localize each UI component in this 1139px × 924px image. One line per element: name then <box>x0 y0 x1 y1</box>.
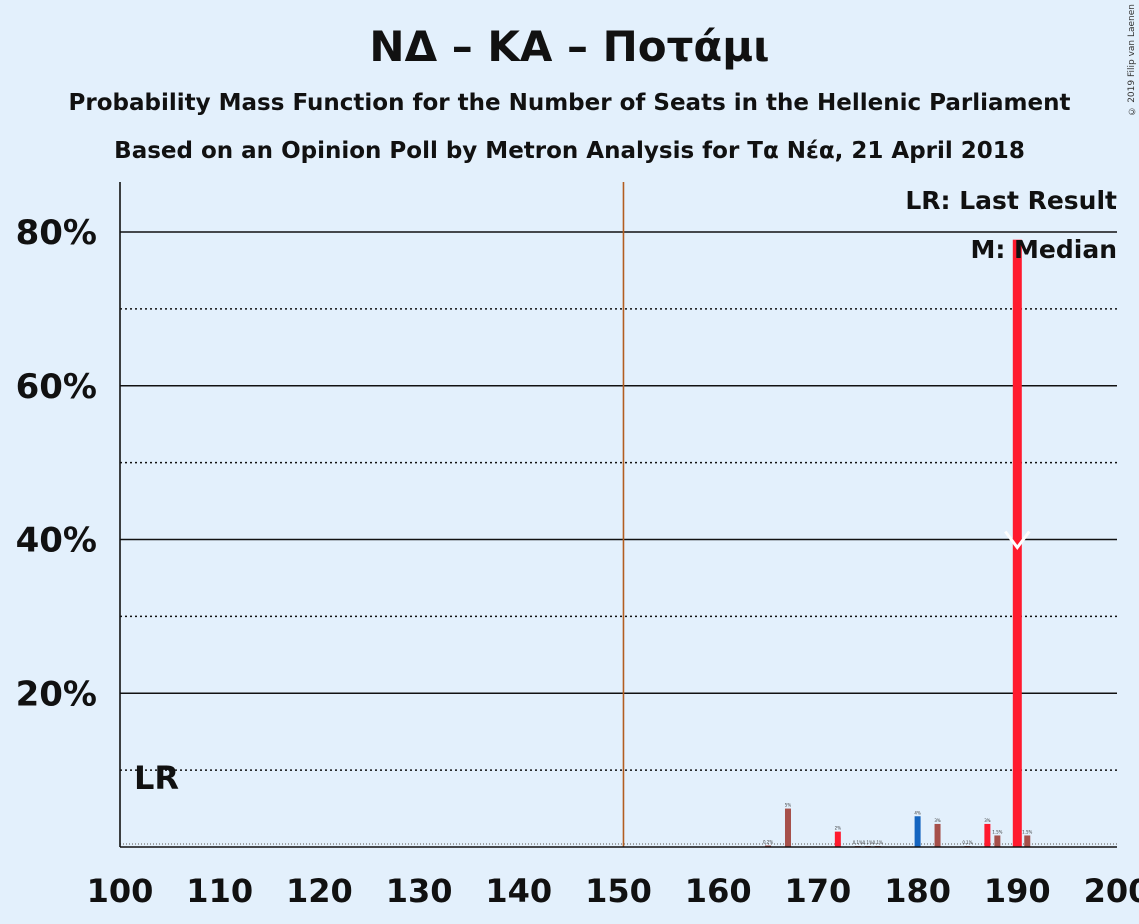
bar-label: 5% <box>785 803 792 808</box>
y-tick-label: 80% <box>16 213 97 253</box>
chart-title: ΝΔ – ΚΑ – Ποτάμι <box>369 22 770 71</box>
y-tick-label: 20% <box>16 674 97 714</box>
bar-seats-180 <box>914 816 921 847</box>
bar-label: 0.1% <box>863 840 873 845</box>
x-tick-label: 120 <box>286 872 353 910</box>
bar-label: 1.5% <box>1022 829 1032 834</box>
legend-last-result: LR: Last Result <box>905 186 1117 215</box>
bar-seats-190 <box>1012 239 1022 847</box>
x-tick-label: 150 <box>585 872 652 910</box>
x-tick-label: 180 <box>884 872 951 910</box>
bar-label: 0.2% <box>763 839 773 844</box>
tick-labels: 20% 40% 60% 80% 100 110 120 130 140 150 160 170 180 1… <box>16 213 1139 910</box>
bar-seats-188 <box>994 835 1001 847</box>
median-marker-icon <box>1004 530 1031 550</box>
x-tick-label: 190 <box>984 872 1051 910</box>
bar-label: 3% <box>934 818 941 823</box>
last-result-marker: LR <box>134 759 179 797</box>
x-tick-label: 100 <box>87 872 154 910</box>
axes <box>119 182 1117 848</box>
bar-label: 0.1% <box>873 840 883 845</box>
bar-label: 2% <box>835 826 842 831</box>
x-tick-label: 170 <box>785 872 852 910</box>
bar-seats-167 <box>784 808 791 847</box>
bar-label: 3% <box>984 818 991 823</box>
x-tick-label: 160 <box>685 872 752 910</box>
x-tick-label: 110 <box>186 872 253 910</box>
bars: 0.2%5%2%0.1% 0.1% 0.1%4%3%0.1%3%1.5% 1.5% <box>763 239 1033 847</box>
bar-label: 0.1% <box>853 840 863 845</box>
bar-seats-187 <box>984 823 991 847</box>
bar-label: 1.5% <box>992 829 1002 834</box>
bar-seats-191 <box>1024 835 1031 847</box>
x-tick-label: 140 <box>485 872 552 910</box>
y-tick-label: 60% <box>16 367 97 407</box>
bar-label: 0.1% <box>962 840 972 845</box>
bar-label: 4% <box>914 810 921 815</box>
bar-seats-172 <box>834 831 841 847</box>
gridlines <box>120 231 1117 771</box>
chart-subtitle-1: Probability Mass Function for the Number… <box>68 90 1071 116</box>
y-tick-label: 40% <box>16 521 97 561</box>
bar-seats-182 <box>934 823 941 847</box>
x-tick-label: 130 <box>386 872 453 910</box>
legend-median: M: Median <box>970 235 1117 264</box>
x-tick-label: 200 <box>1084 872 1139 910</box>
chart-subtitle-2: Based on an Opinion Poll by Metron Analy… <box>114 138 1025 164</box>
